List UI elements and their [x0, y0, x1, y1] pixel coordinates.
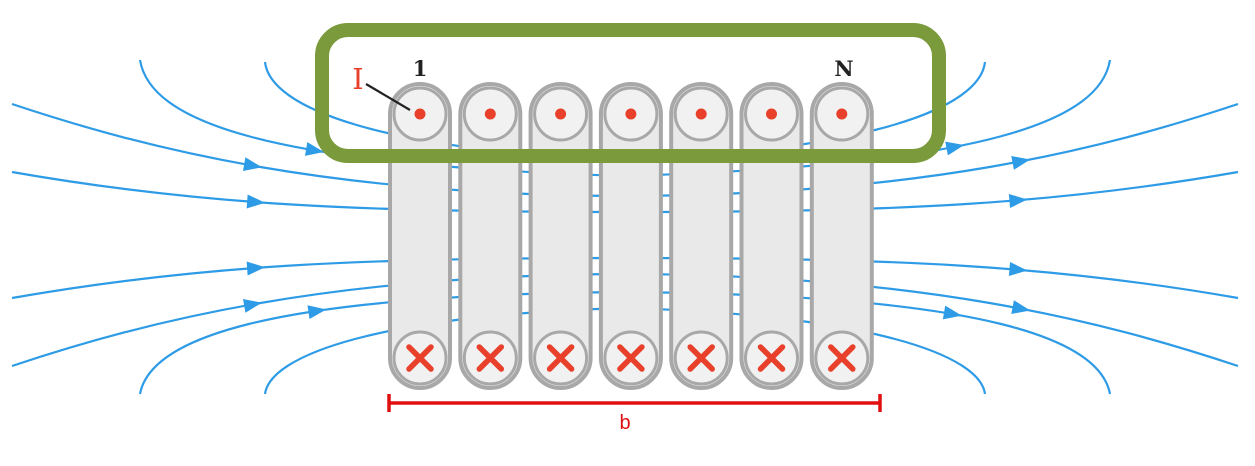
field-arrow-icon	[1011, 300, 1031, 314]
current-in-cross-icon	[546, 344, 575, 372]
coil-turn	[388, 82, 452, 390]
highlight-box	[315, 23, 946, 163]
field-arrow-icon	[945, 141, 965, 156]
field-arrow-icon	[304, 142, 324, 156]
length-dimension	[387, 394, 882, 412]
current-out-dot-icon	[555, 108, 567, 120]
current-out-dot-icon	[484, 108, 496, 120]
field-arrow-icon	[307, 305, 327, 320]
current-in-cross-icon	[828, 344, 856, 372]
field-arrow-icon	[246, 194, 266, 209]
field-arrow-icon	[246, 261, 266, 276]
current-out-dot-icon	[625, 108, 637, 120]
current-out-dot-icon	[695, 108, 707, 120]
current-in-cross-icon	[406, 344, 434, 372]
first-turn-label: 1	[413, 56, 428, 81]
current-in-cross-icon	[617, 344, 645, 372]
coil-turn	[739, 82, 804, 390]
length-label: b	[619, 412, 630, 434]
current-out-dot-icon	[414, 108, 426, 120]
coil-turn	[528, 82, 593, 390]
coil-turn	[669, 82, 734, 390]
solenoid-coil	[388, 82, 874, 390]
field-arrow-icon	[242, 157, 262, 172]
coil-turn	[458, 82, 523, 390]
current-label: I	[352, 62, 363, 96]
field-arrow-icon	[1008, 262, 1028, 276]
last-turn-label: N	[834, 56, 853, 81]
current-in-cross-icon	[757, 344, 786, 372]
coil-turn	[809, 82, 874, 390]
current-leader-line	[365, 83, 411, 111]
current-in-cross-icon	[476, 344, 505, 372]
field-arrow-icon	[242, 298, 262, 313]
coil-turn	[598, 82, 663, 390]
field-arrow-icon	[942, 305, 962, 320]
field-arrow-icon	[1008, 194, 1028, 208]
current-in-cross-icon	[687, 344, 715, 372]
current-out-dot-icon	[836, 108, 848, 120]
field-arrow-icon	[1011, 156, 1031, 170]
current-out-dot-icon	[766, 108, 777, 120]
